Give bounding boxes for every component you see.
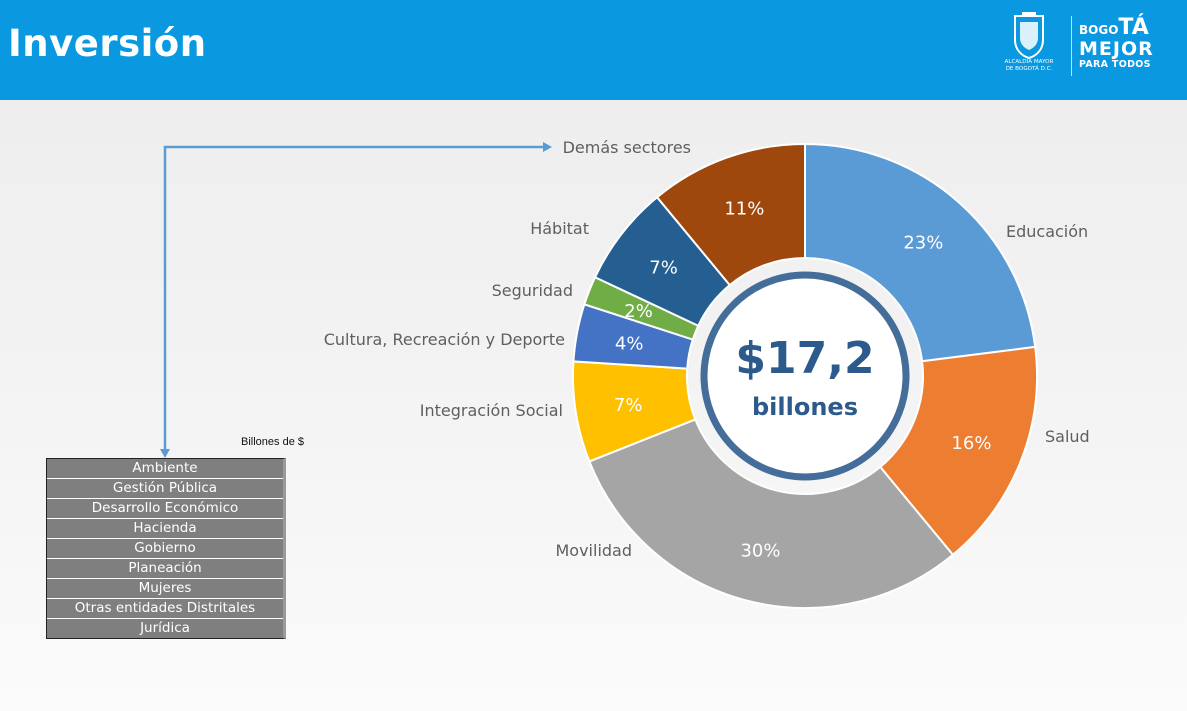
category-label: Integración Social	[420, 401, 563, 420]
percent-label: 16%	[951, 433, 991, 454]
percent-label: 7%	[614, 395, 643, 416]
table-row: Otras entidades Distritales	[47, 599, 283, 619]
table-row: Mujeres	[47, 579, 283, 599]
percent-label: 2%	[624, 301, 653, 322]
table-row: Gestión Pública	[47, 479, 283, 499]
table-row: Gobierno	[47, 539, 283, 559]
category-labels: Educación Salud Movilidad Integración Socia…	[324, 138, 1090, 560]
percent-label: 7%	[649, 257, 678, 278]
table-row: Ambiente	[47, 459, 283, 479]
center-unit: billones	[752, 393, 858, 421]
percent-label: 4%	[615, 333, 644, 354]
center-value: $17,2	[735, 333, 874, 384]
units-label: Billones de $	[241, 436, 304, 448]
percent-label: 23%	[903, 233, 943, 254]
category-label: Movilidad	[555, 541, 632, 560]
donut-slices	[572, 142, 1038, 609]
percent-label: 11%	[724, 199, 764, 220]
category-label: Hábitat	[530, 219, 589, 238]
percent-label: 30%	[740, 540, 780, 561]
other-sectors-table: Ambiente Gestión Pública Desarrollo Económ…	[46, 458, 286, 639]
slice-educacion	[804, 142, 1037, 363]
page-title: Inversión	[8, 22, 207, 65]
category-label: Cultura, Recreación y Deporte	[324, 330, 565, 349]
category-label: Salud	[1045, 427, 1090, 446]
slice-movilidad	[587, 418, 955, 609]
coat-of-arms-icon	[1014, 12, 1044, 60]
table-row: Hacienda	[47, 519, 283, 539]
category-label: Seguridad	[492, 281, 573, 300]
center-ring	[700, 271, 910, 481]
logo-crest-text: ALCALDÍA MAYOR DE BOGOTÁ D.C.	[1004, 59, 1054, 72]
table-row: Jurídica	[47, 619, 283, 638]
logo: ALCALDÍA MAYOR DE BOGOTÁ D.C. BOGOTÁ MEJ…	[993, 12, 1173, 82]
slice-salud	[878, 345, 1038, 557]
slice-demas-sectores	[655, 142, 806, 287]
table-row: Desarrollo Económico	[47, 499, 283, 519]
category-label: Educación	[1006, 222, 1088, 241]
logo-divider	[1071, 16, 1072, 76]
connector-arrowhead-right	[543, 142, 552, 152]
category-label: Demás sectores	[563, 138, 691, 157]
connector-arrow	[163, 145, 546, 456]
table-row: Planeación	[47, 559, 283, 579]
connector-arrowhead-down	[160, 449, 170, 458]
header-bar: Inversión ALCALDÍA MAYOR DE BOGOTÁ D.C. …	[0, 0, 1187, 100]
percent-labels: 23% 16% 30% 7% 4% 2% 7% 11%	[614, 199, 992, 562]
brand-logo: BOGOTÁ MEJOR PARA TODOS	[1079, 15, 1154, 71]
